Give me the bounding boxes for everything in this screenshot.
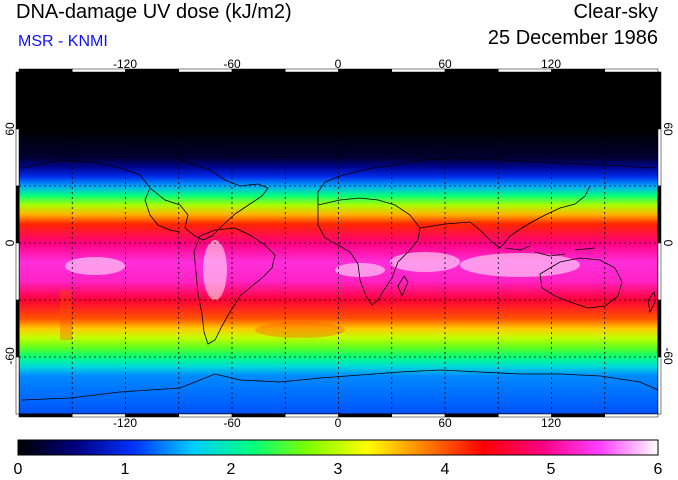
lon-label-bottom-2: -60 [223,416,241,430]
colorbar-tick-2: 2 [227,461,236,478]
frame-border-segment [657,185,662,244]
lat-label-right-3: -60 [661,347,675,365]
map-panel [19,72,658,414]
frame-border-segment [657,299,662,358]
lon-label-top-2: -60 [223,57,241,71]
colorbar-tick-0: 0 [14,461,23,478]
frame-border-segment [338,413,392,418]
colorbar-gradient [18,440,658,455]
lat-label-right-2: 0 [661,240,675,247]
colorbar-tick-6: 6 [654,461,663,478]
frame-ticks [15,68,662,418]
lon-label-top-5: 120 [541,57,561,71]
coastlines [21,157,658,401]
lon-label-top-4: 60 [438,57,452,71]
frame-border-segment [285,68,339,73]
map-title: DNA-damage UV dose (kJ/m2) [16,1,292,23]
high-dose-patches [65,240,580,300]
colorbar-frame [17,439,659,456]
graticule [19,72,658,414]
south-america-coast [193,227,276,345]
madagascar-coast [397,275,409,298]
lon-label-bottom-3: 0 [335,416,342,430]
lon-label-bottom-4: 60 [438,416,452,430]
source-label: MSR - KNMI [18,33,108,50]
frame-border-segment [657,71,662,130]
frame-border-segment [338,68,392,73]
frame-border-segment [18,413,73,418]
frame-border-segment [18,68,73,73]
lon-label-bottom-5: 120 [541,416,561,430]
lat-label-left-3: -60 [3,347,17,365]
lat-label-left-2: 0 [3,239,17,246]
frame-border-segment [15,356,20,415]
frame-border-segment [391,68,446,73]
eurasia-coast [317,157,656,249]
frame-border-segment [15,71,20,130]
frame-border-segment [444,68,499,73]
indonesia-coast [504,245,596,257]
frame-border-segment [391,413,446,418]
axis-labels: -120 -60 0 60 120 -120 -60 0 60 120 60 0… [3,57,675,430]
africa-coast [317,197,421,306]
sky-condition: Clear-sky [573,1,658,23]
colorbar-tick-5: 5 [547,461,556,478]
lat-label-right-1: 60 [661,122,675,136]
colorbar: 0 1 2 3 4 5 6 [14,439,663,478]
low-dose-patches [60,290,345,340]
frame-border-segment [15,185,20,244]
colorbar-tick-1: 1 [121,461,130,478]
frame-border-segment [657,356,662,415]
frame-border-segment [657,128,662,187]
north-america-coast [21,159,269,241]
lon-label-top-3: 0 [335,57,342,71]
antarctica-coast [21,369,658,401]
colorbar-tick-3: 3 [334,461,343,478]
frame-border-segment [15,128,20,187]
lon-label-top-1: -120 [113,57,137,71]
frame-border-segment [604,413,659,418]
frame-border-segment [15,242,20,301]
colorbar-tick-4: 4 [441,461,450,478]
frame-border-segment [604,68,659,73]
map-date: 25 December 1986 [487,27,658,49]
frame-border-segment [285,413,339,418]
australia-coast [539,257,623,309]
lon-label-bottom-1: -120 [113,416,137,430]
frame-border-segment [657,242,662,301]
lat-label-left-1: 60 [3,122,17,136]
frame-border-segment [444,413,499,418]
